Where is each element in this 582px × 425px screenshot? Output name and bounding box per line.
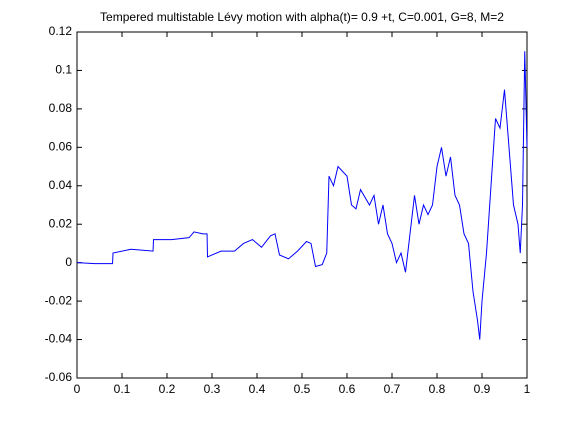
x-tick-label: 0.3 xyxy=(204,382,221,396)
y-tick-label: 0.04 xyxy=(49,178,73,192)
plot-area xyxy=(76,31,528,379)
x-tick-label: 0.9 xyxy=(474,382,491,396)
x-tick-label: 0 xyxy=(74,382,81,396)
x-tick-label: 0.8 xyxy=(429,382,446,396)
y-tick-label: 0.12 xyxy=(49,24,73,38)
y-tick-label: 0.06 xyxy=(49,140,73,154)
y-tick-label: 0.02 xyxy=(49,216,73,230)
x-tick-label: 0.5 xyxy=(294,382,311,396)
x-tick-label: 0.7 xyxy=(384,382,401,396)
x-tick-label: 1 xyxy=(524,382,531,396)
y-tick-label: 0.1 xyxy=(55,63,72,77)
y-tick-label: -0.06 xyxy=(45,370,73,384)
x-tick-label: 0.4 xyxy=(249,382,266,396)
y-tick-label: -0.04 xyxy=(45,332,73,346)
y-tick-label: 0.08 xyxy=(49,101,73,115)
x-tick-label: 0.6 xyxy=(339,382,356,396)
y-tick-label: -0.02 xyxy=(45,293,73,307)
chart-title: Tempered multistable Lévy motion with al… xyxy=(100,10,504,24)
x-tick-label: 0.1 xyxy=(114,382,131,396)
y-tick-label: 0 xyxy=(65,255,72,269)
x-tick-label: 0.2 xyxy=(159,382,176,396)
data-line xyxy=(76,51,528,340)
